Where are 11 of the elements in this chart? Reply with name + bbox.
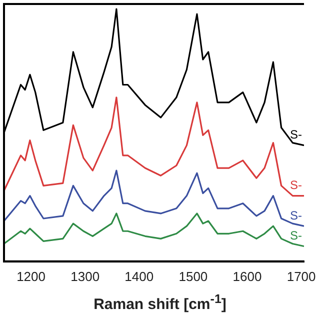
series-label: S-: [290, 208, 302, 222]
x-tick-label: 1700: [286, 268, 316, 284]
series-label: S-: [290, 228, 302, 243]
x-tick-label: 1400: [124, 268, 154, 284]
x-tick-label: 1200: [16, 268, 46, 284]
series-label: S-: [290, 178, 302, 192]
x-axis-title: Raman shift [cm$^{-1}$]: [92, 292, 228, 313]
series-label: S-: [290, 128, 302, 142]
x-tick-label: 1500: [178, 268, 208, 284]
x-tick-label: 1600: [232, 268, 262, 284]
x-tick-label: 1300: [70, 268, 100, 284]
